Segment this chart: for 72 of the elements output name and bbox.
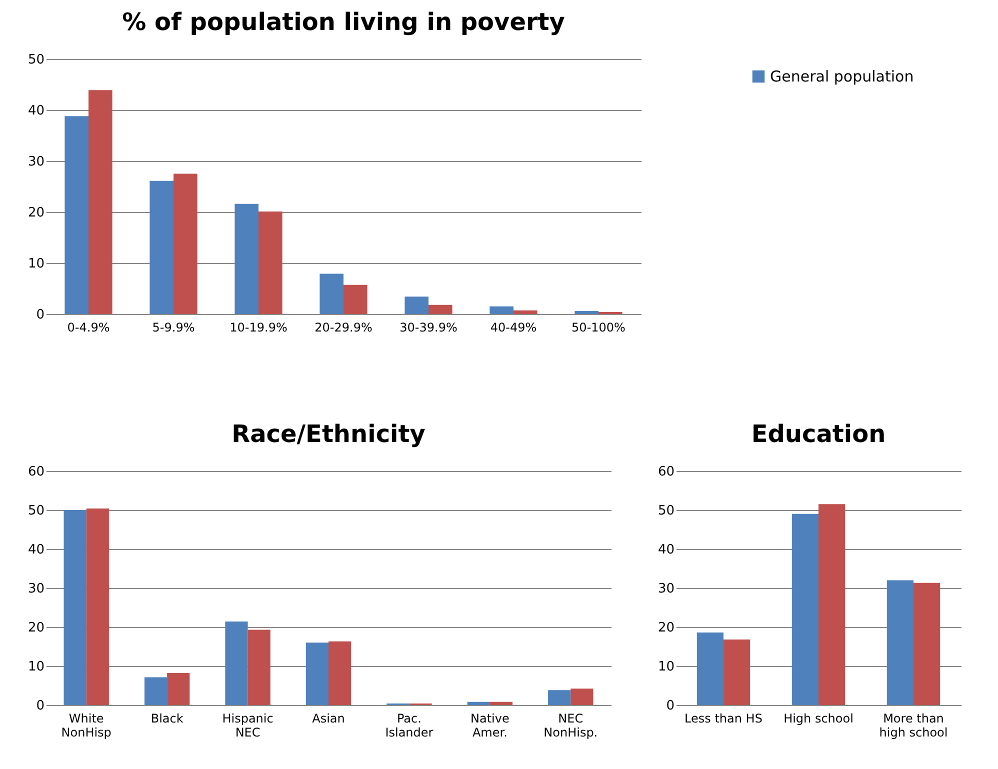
y-tick-label: 20 bbox=[658, 620, 674, 636]
x-tick-label: High school bbox=[784, 712, 854, 726]
bar bbox=[328, 641, 352, 705]
x-tick-label: White NonHisp bbox=[61, 712, 112, 740]
y-tick-label: 10 bbox=[658, 660, 674, 674]
bar bbox=[167, 673, 190, 705]
bar bbox=[696, 632, 724, 705]
x-tick-label: More than high school bbox=[879, 712, 948, 740]
y-tick-label: 60 bbox=[658, 464, 674, 480]
bar bbox=[570, 688, 594, 705]
x-tick-label: 5-9.9% bbox=[152, 320, 195, 334]
chart-title: Education bbox=[751, 420, 886, 448]
x-tick-label: Asian bbox=[312, 712, 345, 726]
y-tick-label: 20 bbox=[28, 206, 44, 220]
y-tick-label: 0 bbox=[36, 698, 44, 714]
x-tick-label: 30-39.9% bbox=[400, 320, 458, 334]
bar bbox=[150, 180, 174, 314]
y-tick-label: 10 bbox=[28, 256, 44, 272]
bar bbox=[320, 274, 344, 314]
x-tick-label: NEC NonHisp. bbox=[544, 712, 598, 740]
bar bbox=[88, 90, 112, 314]
y-tick-label: 50 bbox=[28, 504, 44, 518]
chart-title: % of population living in poverty bbox=[122, 8, 566, 36]
x-tick-label: 0-4.9% bbox=[67, 320, 110, 334]
bar bbox=[64, 116, 88, 314]
x-tick-label: Native Amer. bbox=[470, 712, 510, 740]
y-tick-label: 40 bbox=[658, 542, 674, 558]
bar bbox=[490, 702, 513, 705]
bar bbox=[724, 639, 750, 705]
x-tick-label: Less than HS bbox=[684, 712, 762, 726]
bar bbox=[306, 642, 328, 705]
y-tick-label: 0 bbox=[36, 308, 44, 322]
x-tick-label: 10-19.9% bbox=[230, 320, 288, 334]
bar bbox=[404, 296, 428, 314]
bar bbox=[64, 510, 86, 705]
y-tick-label: 30 bbox=[28, 154, 44, 170]
y-tick-label: 50 bbox=[658, 504, 674, 518]
bar bbox=[144, 677, 168, 705]
y-tick-label: 60 bbox=[28, 464, 44, 480]
bar bbox=[792, 514, 818, 705]
x-tick-label: 50-100% bbox=[572, 320, 626, 334]
x-tick-label: 20-29.9% bbox=[314, 320, 372, 334]
y-tick-label: 40 bbox=[28, 542, 44, 558]
bar bbox=[490, 306, 514, 314]
y-tick-label: 20 bbox=[28, 620, 44, 636]
bar bbox=[886, 580, 914, 705]
y-tick-label: 50 bbox=[28, 52, 44, 68]
bar bbox=[914, 582, 940, 705]
bar bbox=[467, 702, 490, 705]
y-tick-label: 0 bbox=[666, 698, 674, 714]
y-tick-label: 30 bbox=[28, 582, 44, 596]
x-tick-label: Hispanic NEC bbox=[222, 712, 274, 740]
bar bbox=[174, 174, 198, 314]
x-tick-label: Pac. Islander bbox=[385, 712, 434, 740]
bar bbox=[818, 504, 846, 705]
bar bbox=[548, 690, 571, 705]
bar bbox=[248, 630, 270, 705]
bar bbox=[258, 211, 282, 314]
bar bbox=[344, 284, 368, 314]
bar bbox=[86, 508, 109, 705]
bar bbox=[574, 310, 598, 314]
chart-title: Race/Ethnicity bbox=[232, 420, 426, 448]
bar bbox=[428, 304, 452, 314]
bar bbox=[225, 622, 248, 705]
legend-label: General population bbox=[770, 68, 914, 86]
y-tick-label: 30 bbox=[658, 582, 674, 596]
bar bbox=[514, 310, 538, 314]
x-tick-label: Black bbox=[150, 712, 184, 726]
bar bbox=[234, 204, 258, 314]
y-tick-label: 10 bbox=[28, 660, 44, 674]
x-tick-label: 40-49% bbox=[490, 320, 537, 334]
y-tick-label: 40 bbox=[28, 104, 44, 118]
